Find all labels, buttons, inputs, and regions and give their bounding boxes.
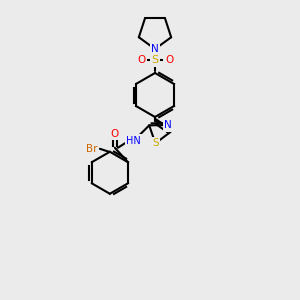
Text: N: N: [164, 120, 172, 130]
Text: Br: Br: [86, 144, 98, 154]
Text: HN: HN: [126, 136, 141, 146]
Text: S: S: [152, 138, 159, 148]
Text: O: O: [137, 55, 145, 65]
Text: O: O: [165, 55, 173, 65]
Text: S: S: [152, 55, 159, 65]
Text: O: O: [111, 129, 119, 139]
Text: N: N: [151, 44, 159, 54]
